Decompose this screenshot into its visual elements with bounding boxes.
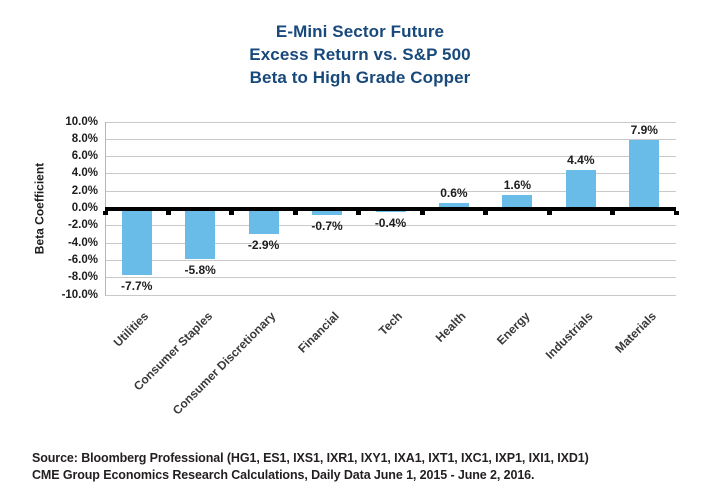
gridline [105,242,676,244]
x-axis-tick-mark [610,210,616,215]
x-axis-tick-mark [165,210,171,215]
y-axis-tick-label: 0.0% [71,202,98,214]
y-axis-tick-label: 8.0% [71,132,98,145]
y-axis-tick-label: 2.0% [71,184,98,197]
x-axis-tick-mark [673,210,679,215]
x-axis-tick-mark [229,210,235,215]
x-axis-category-label: Materials [612,309,660,356]
bar-value-label: 1.6% [503,177,532,192]
y-axis-tick-label: -8.0% [67,271,98,284]
x-axis-tick-mark [546,210,552,215]
bar-health [438,203,469,209]
bar-value-label: -0.7% [311,218,343,233]
bar-value-label: 0.6% [440,186,468,201]
y-axis-tick-label: 6.0% [71,150,98,163]
y-axis-tick-label: -4.0% [67,236,98,249]
x-axis-category-label: Energy [493,309,533,348]
chart-title: E-Mini Sector Future Excess Return vs. S… [0,20,720,89]
bar-value-label: -5.8% [184,262,216,277]
x-axis-category-label: Financial [295,309,342,356]
y-axis-tick-label: -2.0% [67,219,98,232]
chart-title-line3: Beta to High Grade Copper [249,68,471,87]
plot-area: -7.7% -5.8% -2.9% -0.7% -0.4% 0.6% 1.6% 4.4% 7.9… [102,121,679,296]
chart-title-line2: Excess Return vs. S&P 500 [249,45,471,64]
bar-utilities [121,208,152,276]
chart-title-line1: E-Mini Sector Future [275,22,445,41]
gridline [105,190,676,192]
bar-value-label: -2.9% [247,237,280,252]
y-axis-tick-label: -10.0% [61,288,98,301]
y-axis-tick-label: -6.0% [67,253,98,266]
bar-consumer-staples [185,208,216,259]
gridline [105,173,676,175]
x-axis-tick-mark [102,210,108,215]
x-axis-tick-mark [356,210,362,215]
x-axis-category-label: Industrials [542,309,596,362]
gridline [105,121,676,123]
bar-industrials [565,170,596,209]
gridline [105,294,676,296]
gridline [105,156,676,158]
y-axis-tick-label: 10.0% [65,115,98,128]
bar-financial [312,208,343,215]
bar-value-label: 4.4% [567,153,595,168]
x-axis-tick-mark [483,210,489,215]
bar-value-label: -7.7% [121,279,153,294]
source-note: Source: Bloomberg Professional (HG1, ES1… [32,450,712,484]
x-axis-category-label: Tech [376,309,406,339]
source-line2: CME Group Economics Research Calculation… [32,468,535,482]
gridline [105,225,676,227]
gridline [105,259,676,261]
bar-consumer-discretionary [248,208,279,234]
y-axis-tick-label: 4.0% [71,167,98,180]
gridline [105,138,676,140]
bar-value-label: -0.4% [374,215,407,230]
bar-value-label: 7.9% [630,123,658,138]
x-axis-tick-mark [292,210,298,215]
source-line1: Source: Bloomberg Professional (HG1, ES1… [32,451,589,465]
x-axis-category-label: Utilities [111,309,152,350]
x-axis-zero-line [105,206,676,211]
x-axis-tick-mark [419,210,425,215]
x-axis-category-label: Health [433,309,469,345]
gridline [105,277,676,279]
bar-energy [502,194,533,209]
x-axis-category-label: Consumer Discretionary [170,309,279,418]
bar-materials [629,140,660,209]
